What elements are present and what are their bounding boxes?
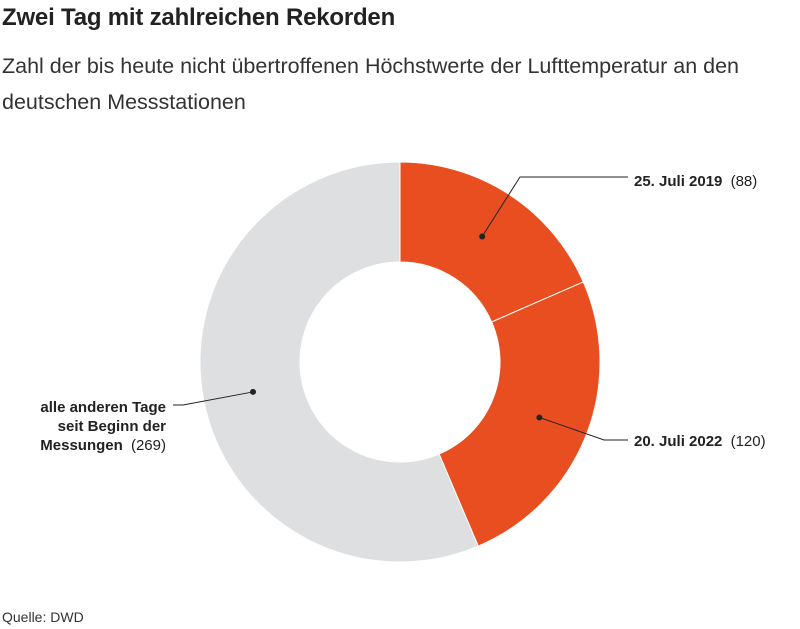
slice-20-juli-2022 <box>438 281 601 547</box>
label-other-days-line3: Messungen (269) <box>40 437 166 454</box>
label-25-juli-2019-value: (88) <box>731 173 758 190</box>
label-20-juli-2022: 20. Juli 2022 (120) <box>634 433 766 450</box>
chart-title: Zwei Tag mit zahlreichen Rekorden <box>2 4 396 31</box>
leader-lines <box>173 176 628 441</box>
leader-25-juli-2019-dot <box>479 233 486 240</box>
label-other-days-value: (269) <box>131 437 166 454</box>
label-other-days-line1: alle anderen Tage <box>40 399 166 416</box>
donut-slices <box>199 161 601 563</box>
label-25-juli-2019: 25. Juli 2019 (88) <box>634 173 757 190</box>
label-other-days-text-3: Messungen <box>40 437 123 454</box>
leader-other-days-line <box>173 391 254 406</box>
leader-other-days-dot <box>250 388 257 395</box>
leader-20-juli-2022-line <box>539 416 628 441</box>
slice-other-days <box>199 161 479 563</box>
label-other-days-line2: seit Beginn der <box>58 418 167 435</box>
source-note: Quelle: DWD <box>2 609 84 625</box>
chart-subtitle: Zahl der bis heute nicht übertroffenen H… <box>2 54 740 114</box>
label-other-days-text-1: alle anderen Tage <box>40 399 166 416</box>
label-20-juli-2022-date: 20. Juli 2022 <box>634 433 722 450</box>
slice-25-juli-2019 <box>399 161 584 323</box>
label-25-juli-2019-date: 25. Juli 2019 <box>634 173 722 190</box>
label-other-days-text-2: seit Beginn der <box>58 418 167 435</box>
leader-20-juli-2022-dot <box>536 414 543 421</box>
label-20-juli-2022-value: (120) <box>731 433 766 450</box>
leader-25-juli-2019-line <box>481 176 628 237</box>
